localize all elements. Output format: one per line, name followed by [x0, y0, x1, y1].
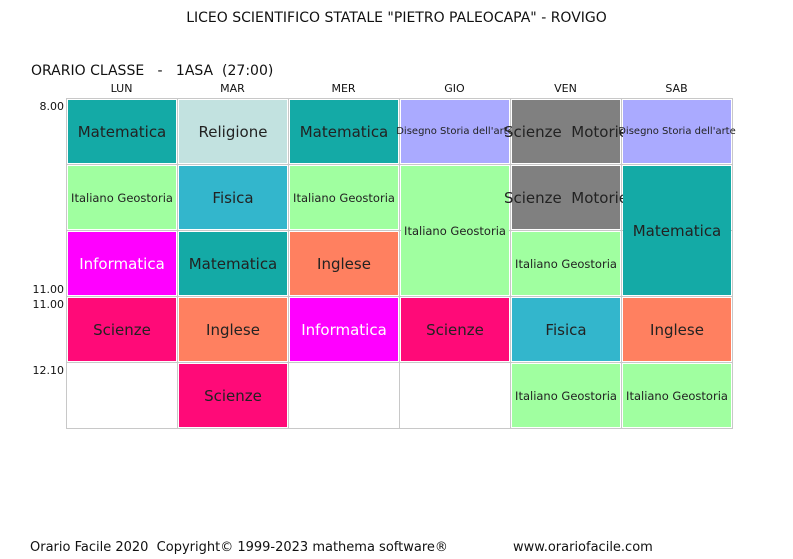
lesson-cell: Inglese	[623, 298, 731, 361]
empty-slot	[288, 362, 400, 429]
lesson-cell: Fisica	[512, 298, 620, 361]
lesson-cell: Italiano Geostoria	[512, 364, 620, 427]
lesson-cell: Inglese	[179, 298, 287, 361]
lesson-cell: Informatica	[290, 298, 398, 361]
time-label: 12.10	[32, 364, 65, 377]
lesson-cell: Matematica	[68, 100, 176, 163]
day-header: LUN	[110, 82, 133, 95]
lesson-cell: Italiano Geostoria	[68, 166, 176, 229]
lesson-cell: Matematica	[290, 100, 398, 163]
lesson-cell: Informatica	[68, 232, 176, 295]
lesson-cell: Disegno Storia dell'arte	[618, 100, 736, 163]
lesson-cell: Italiano Geostoria	[623, 364, 731, 427]
day-header: GIO	[444, 82, 465, 95]
website: www.orariofacile.com	[513, 540, 653, 555]
lesson-cell: Matematica	[623, 166, 731, 295]
lesson-cell: Matematica	[179, 232, 287, 295]
lesson-cell: Scienze	[179, 364, 287, 427]
empty-slot	[399, 362, 511, 429]
school-title: LICEO SCIENTIFICO STATALE "PIETRO PALEOC…	[186, 10, 607, 26]
time-label: 11.00	[32, 298, 65, 311]
time-label: 8.00	[39, 100, 65, 113]
empty-slot	[66, 362, 178, 429]
day-header: VEN	[554, 82, 577, 95]
lesson-cell: Italiano Geostoria	[290, 166, 398, 229]
lesson-cell: Scienze Motorie	[504, 100, 628, 163]
lesson-cell: Fisica	[179, 166, 287, 229]
empty-slot	[621, 362, 733, 429]
copyright: Orario Facile 2020 Copyright© 1999-2023 …	[30, 540, 448, 555]
class-label: ORARIO CLASSE - 1ASA (27:00)	[31, 63, 274, 79]
day-header: MAR	[220, 82, 245, 95]
lesson-cell: Italiano Geostoria	[512, 232, 620, 295]
day-header: SAB	[665, 82, 688, 95]
day-header: MER	[331, 82, 356, 95]
time-label: 11.00	[32, 283, 65, 296]
lesson-cell: Religione	[179, 100, 287, 163]
lesson-cell: Disegno Storia dell'arte	[396, 100, 514, 163]
lesson-cell: Scienze Motorie	[504, 166, 628, 229]
lesson-cell: Scienze	[68, 298, 176, 361]
lesson-cell: Italiano Geostoria	[401, 166, 509, 295]
lesson-cell: Scienze	[401, 298, 509, 361]
lesson-cell: Inglese	[290, 232, 398, 295]
